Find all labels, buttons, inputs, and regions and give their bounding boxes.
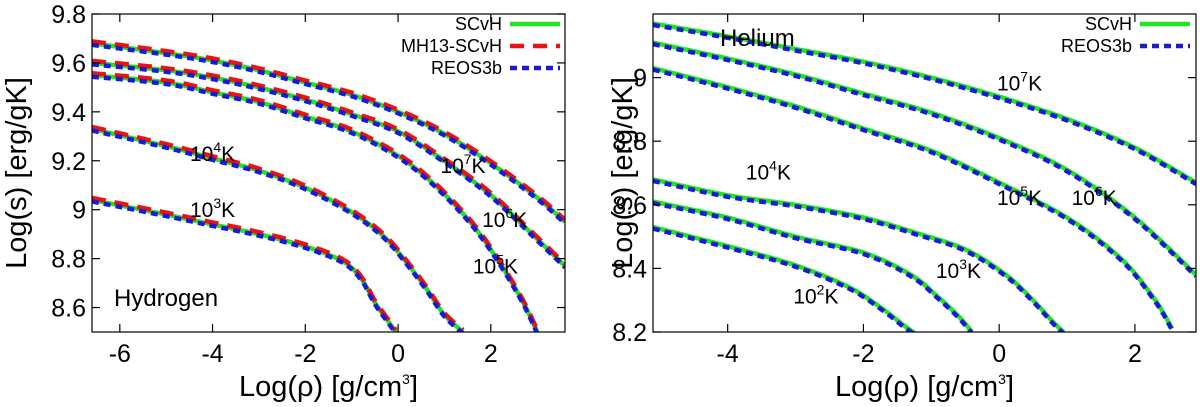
temperature-label: 103K: [190, 195, 235, 222]
series-2-scvh-line: [653, 177, 1066, 332]
x-tick-label: -4: [201, 340, 223, 368]
series-0-scvh-line: [653, 224, 918, 332]
helium-panel: -4 -2 0 2 8.2 8.4 8.6 8.8 9 Log(ρ) [g/cm3] Log(s) …: [607, 13, 1197, 403]
x-tick-label: 0: [391, 340, 405, 368]
y-tick-label: 8.4: [612, 255, 647, 283]
series-1-reos-line: [92, 128, 465, 332]
series-3-reos-line: [653, 67, 1175, 332]
x-tick-label: 0: [992, 340, 1006, 368]
y-tick-label: 8.8: [51, 246, 86, 274]
y-axis-title: Log(s) [erg/gK]: [1, 77, 33, 269]
plot-frame: [652, 13, 1197, 333]
x-axis-title: Log(ρ) [g/cm3]: [239, 371, 418, 403]
series-3-mh13-line: [92, 58, 565, 266]
series-5-reos-line: [653, 22, 1196, 186]
x-tick-label: -2: [294, 340, 316, 368]
legend-label: REOS3b: [1061, 36, 1132, 56]
x-tick-label: 2: [484, 340, 498, 368]
series-1-scvh-line: [653, 199, 974, 332]
series-4-mh13-line: [92, 39, 565, 222]
temperature-label: 105K: [997, 183, 1042, 210]
series-1-reos-line: [653, 200, 974, 332]
x-axis-title: Log(ρ) [g/cm3]: [835, 371, 1014, 403]
series-2-reos-line: [653, 178, 1066, 332]
legend-label: REOS3b: [431, 58, 502, 78]
panel-label: Hydrogen: [114, 285, 218, 312]
y-tick-label: 8.6: [612, 192, 647, 220]
y-tick-label: 9: [72, 197, 86, 225]
temperature-label: 105K: [473, 251, 518, 278]
temperature-label: 104K: [190, 139, 235, 166]
series-4-reos-line: [653, 41, 1196, 278]
curves: [653, 21, 1196, 332]
y-tick-label: 9: [633, 65, 647, 93]
x-tick-label: 2: [1128, 340, 1142, 368]
temperature-label: 102K: [793, 281, 838, 308]
curves: [92, 39, 565, 332]
plot-frame: [91, 13, 566, 333]
temperature-label: 104K: [746, 157, 791, 184]
y-tick-label: 9.8: [51, 1, 86, 29]
y-tick-label: 9.4: [51, 99, 86, 127]
temperature-label: 106K: [1072, 183, 1117, 210]
x-tick-label: -2: [852, 340, 874, 368]
y-tick-label: 8.2: [612, 319, 647, 347]
hydrogen-panel: -6 -4 -2 0 2 8.6 8.8 9 9.2 9.4 9.6 9.8 Log(ρ) [g/cm3…: [1, 1, 566, 403]
legend-label: SCvH: [455, 14, 502, 34]
series-3-reos-line: [92, 62, 565, 270]
series-0-reos-line: [653, 226, 915, 332]
y-tick-label: 8.8: [612, 128, 647, 156]
y-tick-label: 9.6: [51, 50, 86, 78]
y-tick-label: 9.2: [51, 148, 86, 176]
x-tick-label: -6: [109, 340, 131, 368]
legend-label: MH13-SCvH: [401, 36, 502, 56]
series-0-mh13-line: [92, 195, 398, 332]
temperature-label: 107K: [997, 68, 1042, 95]
series-0-reos-line: [92, 199, 398, 332]
panel-label: Helium: [720, 25, 795, 52]
y-axis-title: Log(s) [erg/gK]: [607, 77, 639, 269]
series-4-reos-line: [92, 42, 565, 226]
temperature-label: 107K: [440, 151, 485, 178]
legend-label: SCvH: [1085, 14, 1132, 34]
x-tick-label: -4: [717, 340, 739, 368]
temperature-label: 103K: [936, 256, 981, 283]
series-2-reos-line: [92, 74, 539, 332]
y-tick-label: 8.6: [51, 295, 86, 323]
temperature-label: 106K: [482, 205, 527, 232]
